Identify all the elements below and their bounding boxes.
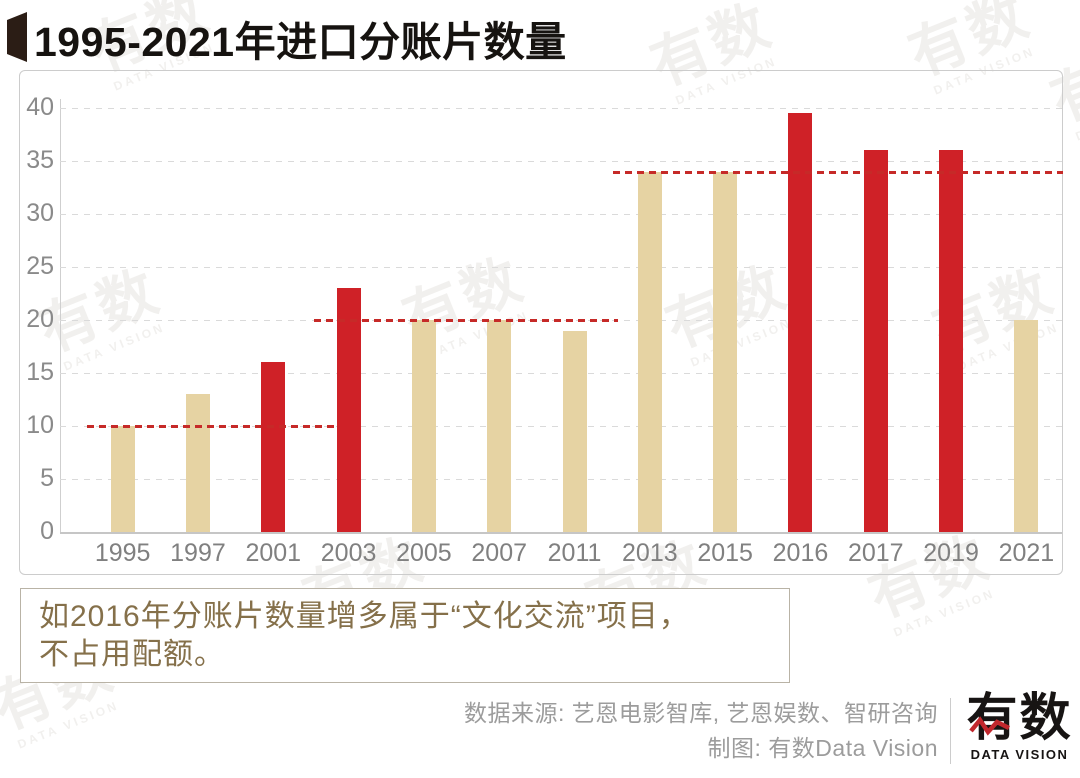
y-tick-label-25: 25: [26, 252, 54, 280]
annotation-box: 如2016年分账片数量增多属于“文化交流”项目， 不占用配额。: [20, 588, 790, 683]
bar-slot-2021: [989, 108, 1064, 532]
x-label-2003: 2003: [320, 539, 377, 567]
bar-2013: [637, 171, 662, 532]
bar-slot-2016: [763, 108, 838, 532]
plot-area: [85, 108, 1064, 532]
bar-slot-2003: [311, 108, 386, 532]
bar-2017: [863, 150, 888, 532]
gridline-25: [60, 267, 1062, 268]
bar-2007: [487, 320, 512, 532]
y-tick-label-0: 0: [40, 517, 54, 545]
x-label-2013: 2013: [622, 539, 678, 567]
bar-2011: [562, 330, 587, 532]
bar-2003: [336, 288, 361, 532]
logo-zigzag-icon: [969, 716, 1011, 736]
bar-slot-2011: [537, 108, 612, 532]
y-tick-label-30: 30: [26, 199, 54, 227]
bar-slot-1995: [85, 108, 160, 532]
bar-slot-1997: [160, 108, 235, 532]
x-label-2001: 2001: [245, 539, 302, 567]
bar-slot-2013: [612, 108, 687, 532]
x-label-2017: 2017: [847, 539, 904, 567]
x-label-1997: 1997: [170, 539, 226, 567]
bars: [85, 108, 1064, 532]
data-source-text: 数据来源: 艺恩电影智库, 艺恩娱数、智研咨询: [463, 700, 938, 726]
bar-slot-2017: [838, 108, 913, 532]
bar-slot-2007: [462, 108, 537, 532]
bar-1997: [185, 394, 210, 532]
footer: 数据来源: 艺恩电影智库, 艺恩娱数、智研咨询 制图: 有数Data Visio…: [0, 688, 1080, 778]
bar-2001: [261, 362, 286, 532]
title-flag-icon: [7, 12, 27, 62]
x-label-2007: 2007: [471, 539, 528, 567]
bar-2015: [713, 171, 738, 532]
annotation-line-2: 不占用配额。: [39, 638, 225, 671]
y-tick-label-10: 10: [26, 411, 54, 439]
bar-slot-2001: [236, 108, 311, 532]
chart-area: 0 5 10 15 20 25 30 35 40 1995 1997 2001 2003 2005 200…: [19, 70, 1063, 575]
brand-logo: 有数 DATA VISION: [962, 689, 1077, 763]
y-tick-label-15: 15: [26, 358, 54, 386]
gridline-35: [60, 161, 1062, 162]
annotation-line-1: 如2016年分账片数量增多属于“文化交流”项目，: [39, 600, 690, 633]
logo-text: 有数: [966, 689, 1073, 746]
gridline-0: [60, 532, 1062, 534]
logo-subtext: DATA VISION: [970, 747, 1069, 762]
gridline-30: [60, 214, 1062, 215]
y-axis-line: [60, 99, 61, 533]
bar-2005: [411, 320, 436, 532]
source-block: 数据来源: 艺恩电影智库, 艺恩娱数、智研咨询 制图: 有数Data Visio…: [464, 696, 938, 766]
bar-slot-2015: [688, 108, 763, 532]
gridline-40: [60, 108, 1062, 109]
x-label-2019: 2019: [923, 539, 979, 567]
x-label-2016: 2016: [772, 539, 829, 567]
x-label-2015: 2015: [697, 539, 753, 567]
bar-slot-2005: [386, 108, 461, 532]
x-label-2005: 2005: [396, 539, 452, 567]
y-tick-label-40: 40: [26, 93, 54, 121]
gridline-10: [60, 426, 1062, 427]
gridline-15: [60, 373, 1062, 374]
y-tick-label-5: 5: [40, 464, 54, 492]
bar-slot-2019: [913, 108, 988, 532]
x-axis-labels: 1995 1997 2001 2003 2005 2007 2011 2013 2015 2016…: [85, 539, 1064, 568]
quota-line-20: [314, 319, 618, 322]
x-label-1995: 1995: [94, 539, 151, 567]
bar-2016: [788, 113, 813, 532]
x-label-2011: 2011: [547, 539, 602, 567]
credit-text: 制图: 有数Data Vision: [707, 735, 938, 761]
bar-2021: [1014, 320, 1039, 532]
x-label-2021: 2021: [998, 539, 1055, 567]
quota-line-10: [87, 425, 337, 428]
gridline-5: [60, 479, 1062, 480]
bar-1995: [110, 426, 135, 532]
y-tick-label-20: 20: [26, 305, 54, 333]
chart-title: 1995-2021年进口分账片数量: [34, 19, 567, 65]
footer-divider: [950, 698, 951, 764]
bar-2019: [939, 150, 964, 532]
quota-line-34: [613, 170, 1063, 174]
y-tick-label-35: 35: [26, 146, 54, 174]
